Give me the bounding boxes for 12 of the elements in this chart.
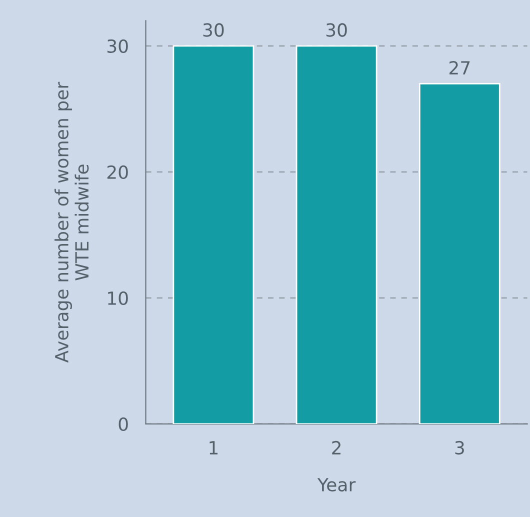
data-label: 30 [326, 23, 347, 37]
x-axis-title: Year [317, 478, 356, 492]
y-axis-title: Average number of women per WTE midwife [54, 82, 89, 363]
y-tick-label: 0 [118, 417, 128, 432]
y-tick-label: 30 [107, 39, 128, 53]
x-tick-label: 1 [210, 441, 218, 454]
x-tick-label: 2 [332, 440, 340, 454]
x-tick-label: 3 [455, 440, 464, 455]
y-tick-label: 10 [108, 291, 128, 306]
y-tick-label: 20 [107, 165, 128, 180]
data-label: 27 [449, 60, 470, 74]
data-label: 30 [203, 23, 224, 37]
